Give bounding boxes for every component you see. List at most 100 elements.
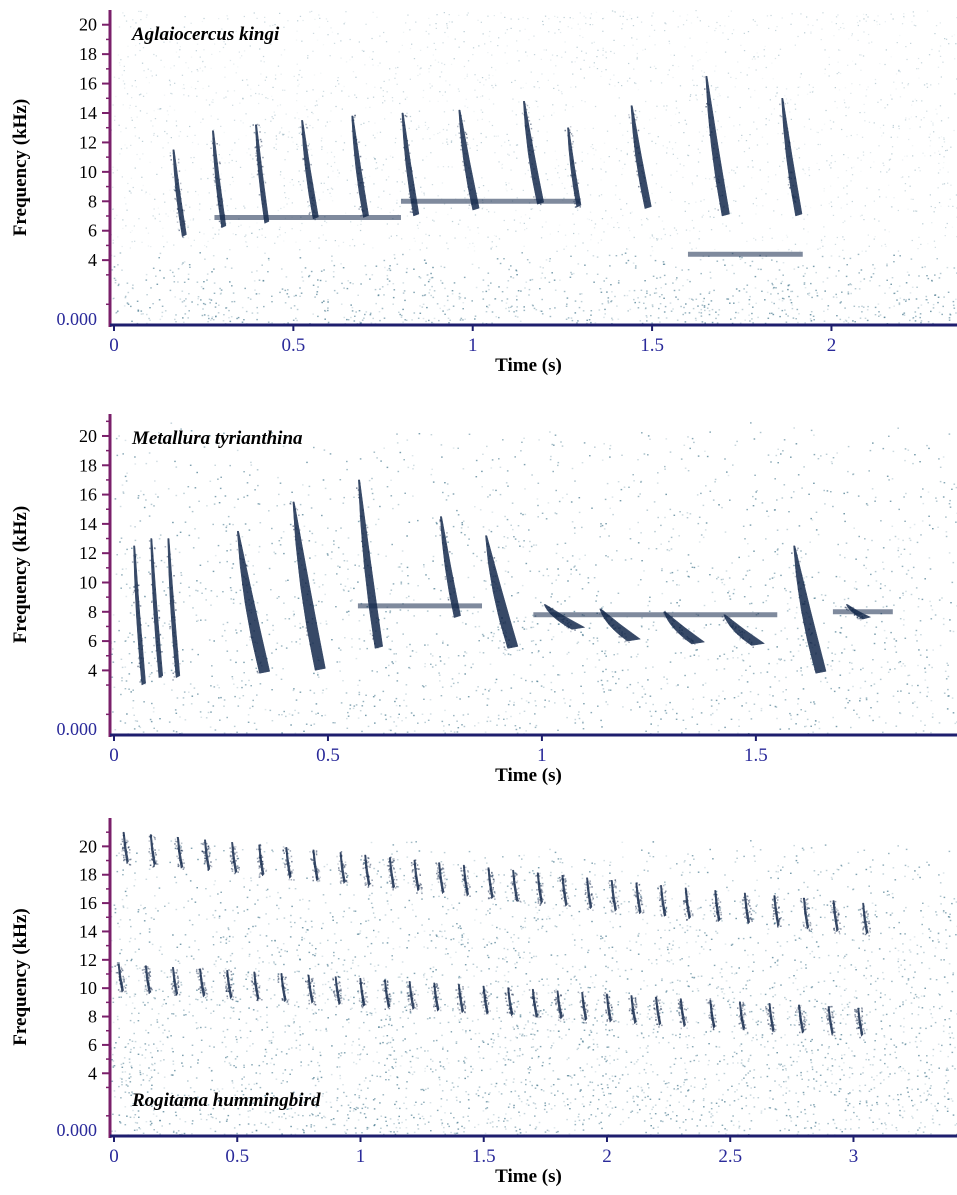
y-tick-label: 18 [79, 455, 97, 475]
call-note [167, 538, 181, 679]
y-tick-label: 16 [79, 893, 97, 913]
y-tick-label: 6 [88, 1035, 97, 1055]
y-zero-label: 0.000 [57, 309, 98, 329]
y-tick-label: 20 [79, 836, 97, 856]
call-note-low [408, 981, 415, 1011]
call-note [663, 611, 706, 645]
background-noise [110, 10, 957, 325]
call-note [172, 149, 187, 237]
background-noise [110, 422, 957, 735]
x-axis-label: Time (s) [495, 355, 562, 376]
call-note [845, 604, 872, 620]
call-note-high [586, 877, 593, 910]
y-tick-label: 12 [79, 950, 97, 970]
spectrogram-panel-1: 4 6 8 10 12 14 16 18 20 0.000 0 0.5 1 1.5 2 Time (s) Fre… [10, 10, 957, 376]
x-tick-label: 1 [537, 745, 547, 766]
call-note [292, 501, 326, 671]
y-tick-label: 10 [79, 162, 97, 182]
call-note-high [231, 842, 238, 875]
spectrogram-panel-3: 4 6 8 10 12 14 16 18 20 0.000 0 0.5 1 1.5 2 2.5 3 Time (s… [10, 818, 957, 1187]
y-tick-label: 18 [79, 865, 97, 885]
y-tick-label: 14 [79, 514, 97, 534]
x-tick-label: 1 [468, 335, 478, 356]
call-note-high [149, 834, 156, 867]
y-tick-label: 12 [79, 132, 97, 152]
call-note-high [388, 857, 396, 890]
call-note [543, 604, 586, 630]
x-tick-label: 2 [827, 335, 837, 356]
call-note-high [364, 854, 371, 887]
x-tick-label: 2.5 [718, 1146, 742, 1167]
y-tick-label: 8 [88, 1007, 97, 1027]
y-tick-label: 14 [79, 921, 97, 941]
x-tick-label: 0.5 [225, 1146, 249, 1167]
x-tick-label: 0 [109, 745, 119, 766]
x-tick-label: 1.5 [744, 745, 768, 766]
call-note [358, 479, 384, 649]
y-axis-label: Frequency (kHz) [10, 908, 31, 1045]
y-zero-label: 0.000 [57, 1120, 98, 1140]
call-note-high [684, 887, 691, 920]
call-note [705, 75, 730, 217]
call-note-low [433, 982, 440, 1012]
x-axis-label: Time (s) [495, 1166, 562, 1187]
spectrogram-panel-2: 4 6 8 10 12 14 16 18 20 0.000 0 0.5 1 1.5 Time (s) Freq… [10, 414, 957, 786]
y-zero-label: 0.000 [57, 719, 98, 739]
x-tick-label: 1.5 [640, 335, 664, 356]
call-note-high [635, 882, 642, 915]
call-note [212, 130, 227, 229]
call-note-low [307, 974, 314, 1004]
call-note-high [339, 852, 346, 885]
call-note-low [630, 995, 637, 1025]
call-note-low [655, 996, 662, 1026]
call-note-high [714, 890, 721, 923]
call-note-low [144, 965, 152, 995]
call-note-low [798, 1004, 805, 1034]
call-note-low [857, 1007, 864, 1037]
call-note-low [738, 1001, 746, 1031]
spectrogram-area [110, 10, 957, 325]
call-note-high [832, 900, 839, 933]
call-note [458, 109, 480, 211]
call-note [723, 614, 766, 646]
call-note-high [122, 831, 129, 864]
call-note-high [413, 859, 420, 892]
y-tick-label: 4 [88, 250, 97, 270]
x-tick-label: 2 [602, 1146, 612, 1167]
call-note-low [709, 999, 716, 1030]
call-note-low [768, 1003, 775, 1033]
call-note-high [285, 847, 292, 880]
call-note-high [312, 849, 319, 882]
call-note [793, 545, 827, 674]
call-note [255, 124, 270, 224]
spectrogram-area [110, 422, 957, 735]
y-axis-label: Frequency (kHz) [10, 506, 31, 643]
call-note [485, 535, 519, 649]
x-tick-label: 0 [109, 1146, 119, 1167]
x-tick-label: 0 [109, 335, 119, 356]
y-tick-label: 12 [79, 543, 97, 563]
y-tick-label: 4 [88, 1063, 97, 1083]
species-label: Aglaiocercus kingi [131, 24, 280, 45]
y-tick-label: 18 [79, 44, 97, 64]
y-tick-label: 20 [79, 15, 97, 35]
x-tick-label: 0.5 [316, 745, 340, 766]
y-tick-label: 20 [79, 426, 97, 446]
x-axis-label: Time (s) [495, 765, 562, 786]
call-note-high [862, 902, 869, 935]
call-note-high [773, 895, 780, 928]
x-tick-label: 1 [356, 1146, 366, 1167]
call-note [599, 608, 641, 642]
species-label: Rogitama hummingbird [131, 1090, 321, 1111]
species-label: Metallura tyrianthina [131, 428, 303, 449]
call-note-low [334, 976, 341, 1006]
y-tick-label: 8 [88, 602, 97, 622]
call-note [523, 100, 545, 205]
call-note [440, 516, 461, 618]
call-note [351, 115, 369, 218]
call-note-high [438, 862, 445, 895]
x-tick-label: 1.5 [472, 1146, 496, 1167]
y-tick-label: 10 [79, 978, 97, 998]
call-note-high [536, 872, 543, 905]
y-tick-label: 16 [79, 74, 97, 94]
